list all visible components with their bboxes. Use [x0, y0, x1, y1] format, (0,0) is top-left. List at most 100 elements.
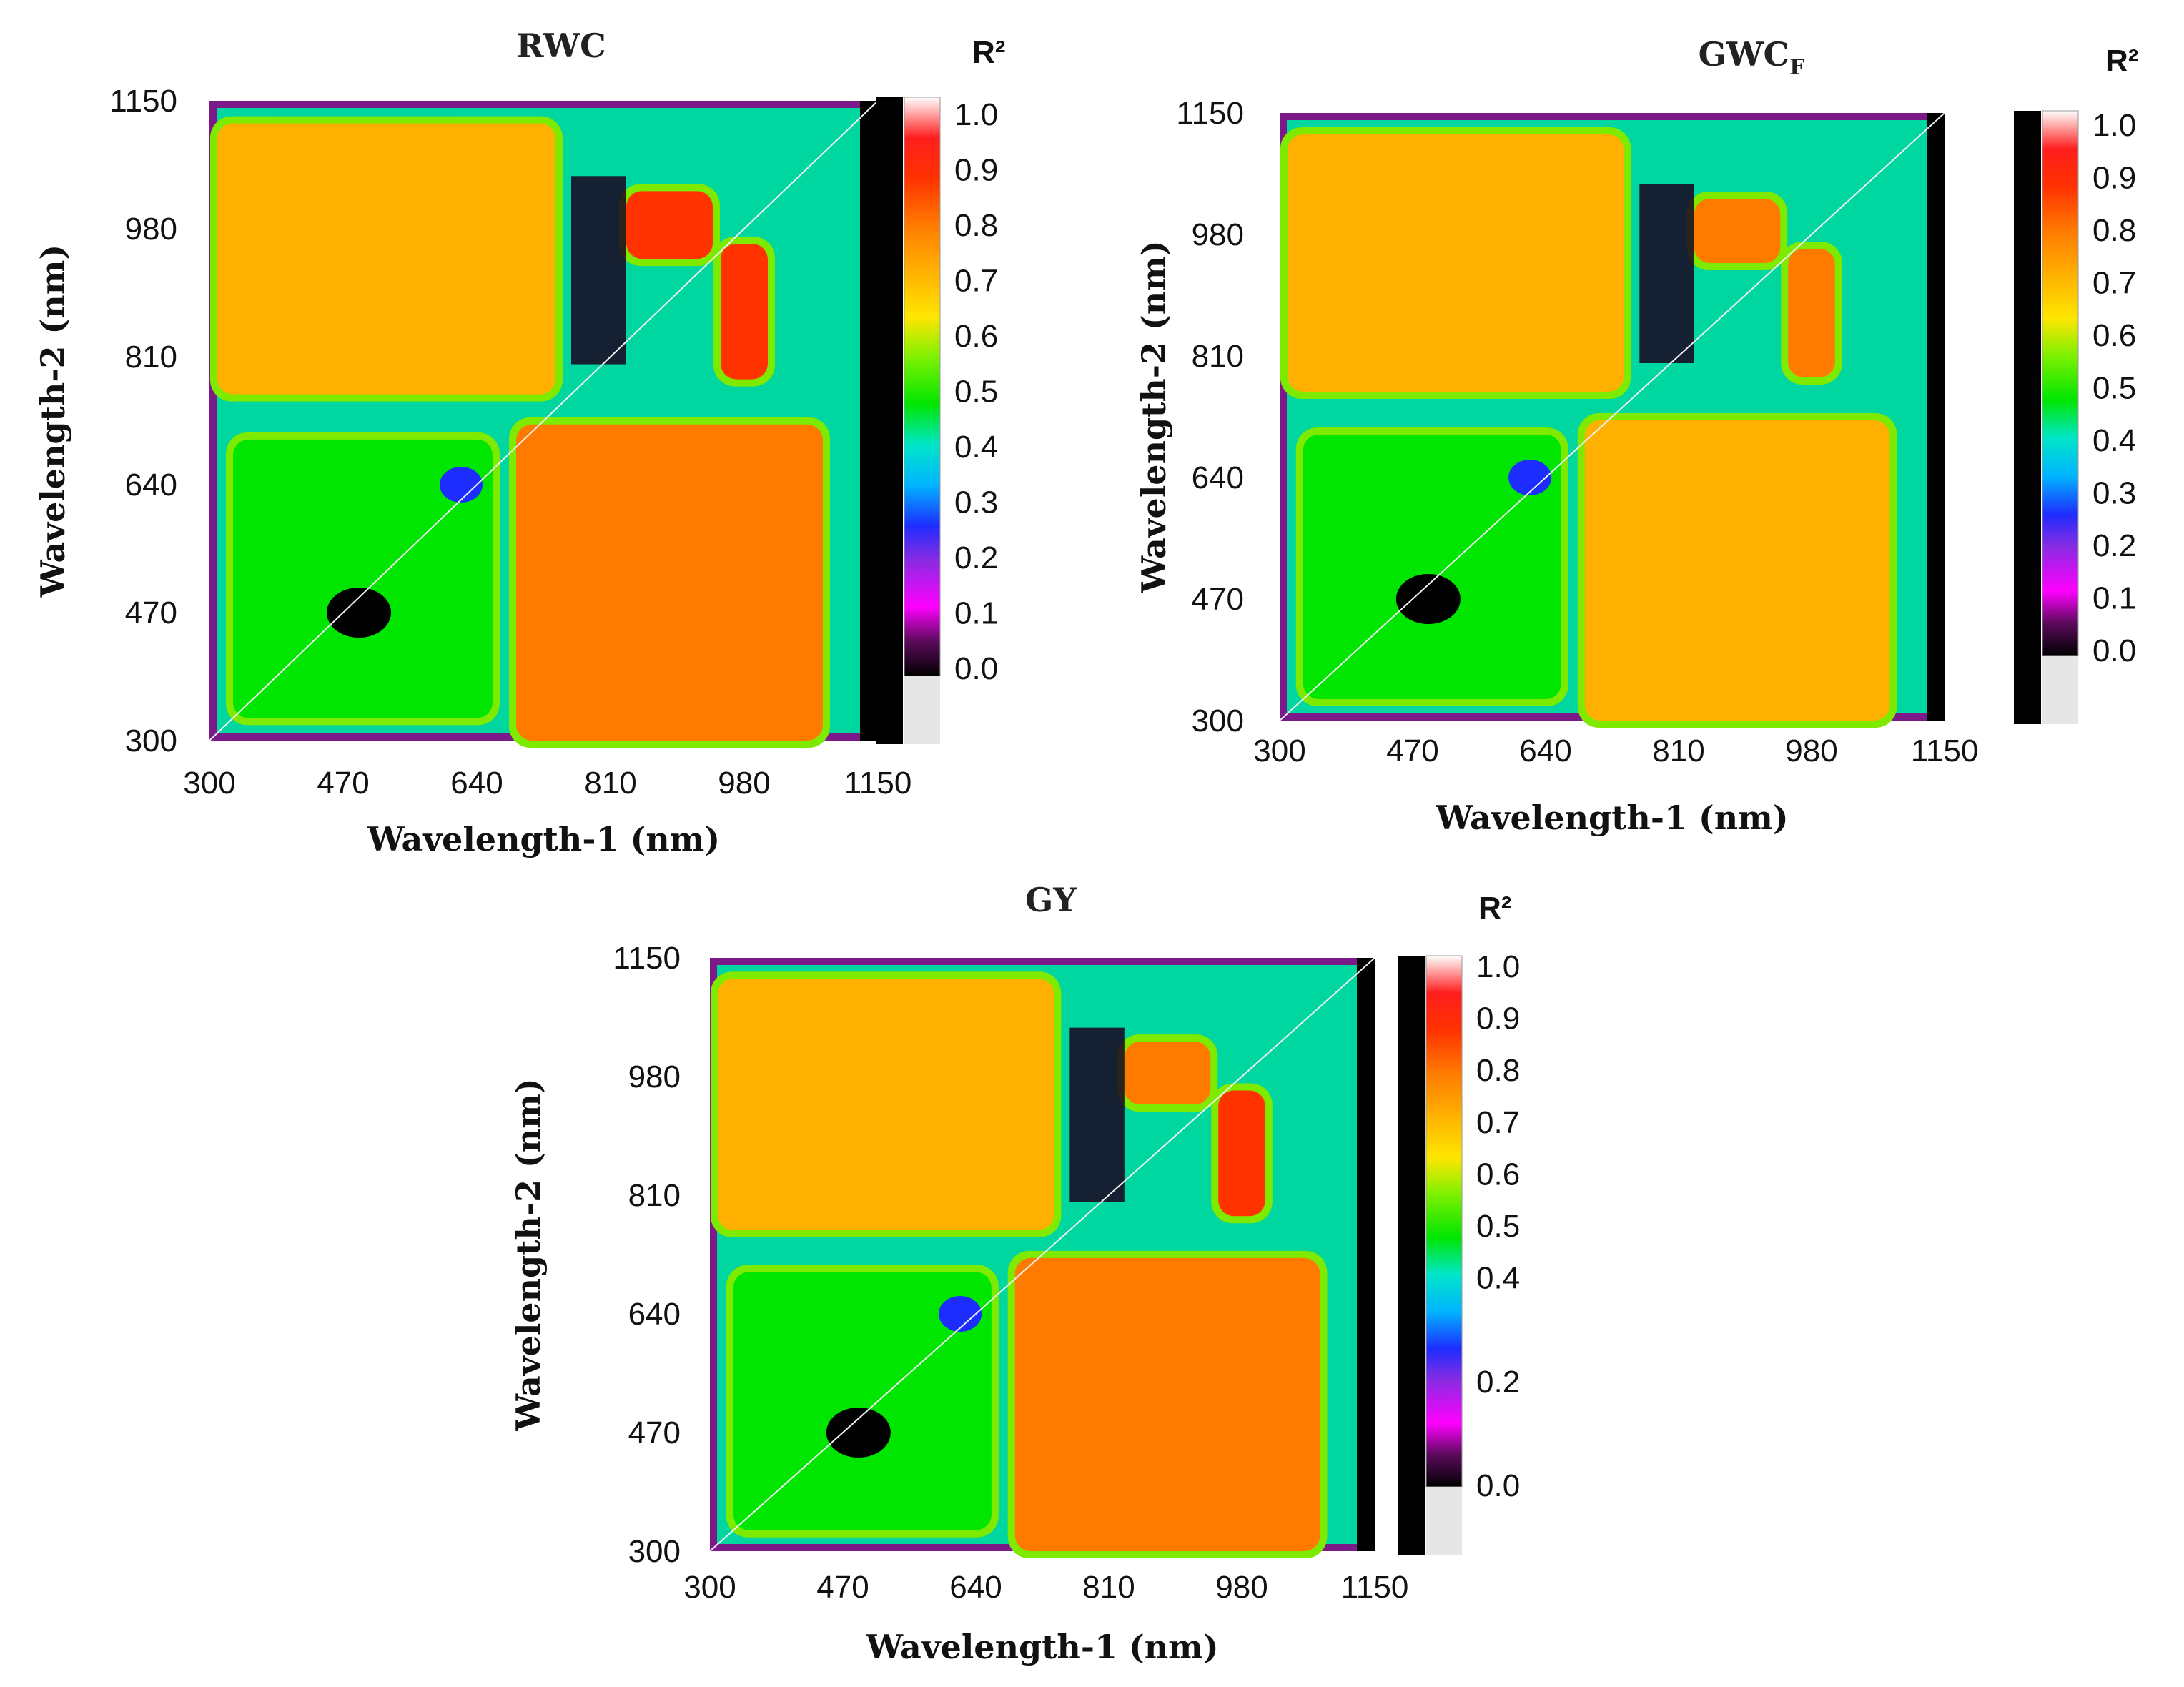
dark-band-nir	[571, 176, 626, 365]
y-tick-300: 300	[125, 723, 177, 758]
edge-strip	[860, 101, 878, 741]
colorbar-tick-0-9: 0.9	[1476, 1001, 1520, 1037]
colorbar-tick-0-7: 0.7	[2092, 266, 2136, 301]
region-vis-nir-block	[516, 424, 823, 741]
panel-rwc: 300 470 640 810 980 1150 300 470 640 810 980 1150 Wa…	[34, 26, 1005, 859]
chart-title-subscript: F	[1789, 55, 1804, 80]
y-tick-470: 470	[628, 1415, 681, 1450]
panel-gy: 300 470 640 810 980 1150 300 470 640 810 980 1150 Wa…	[509, 881, 1520, 1666]
region-nir-vis-block	[217, 123, 555, 395]
colorbar-tick-1-0: 1.0	[954, 97, 998, 132]
y-tick-1150: 1150	[1176, 96, 1244, 131]
x-tick-1150: 1150	[1341, 1570, 1409, 1605]
x-tick-470: 470	[317, 766, 369, 801]
y-tick-810: 810	[125, 340, 177, 375]
region-nir-upper-block	[1124, 1042, 1211, 1105]
colorbar-tick-0-8: 0.8	[954, 208, 998, 243]
colorbar-label: R²	[2105, 44, 2138, 79]
x-tick-300: 300	[683, 1570, 736, 1605]
edge-strip	[1357, 958, 1375, 1551]
y-tick-980: 980	[1192, 217, 1244, 252]
panel-gwc: 300 470 640 810 980 1150 300 470 640 810 980 1150 Wa…	[1135, 35, 2138, 837]
x-axis-label: Wavelength-1 (nm)	[1435, 798, 1788, 837]
region-nir-side-block	[1218, 1090, 1265, 1217]
colorbar-tick-0-4: 0.4	[954, 430, 998, 465]
colorbar-tick-0-1: 0.1	[954, 596, 998, 631]
y-tick-980: 980	[628, 1059, 681, 1094]
region-nir-side-block	[1788, 249, 1835, 377]
colorbar-tick-0-0: 0.0	[2092, 633, 2136, 668]
edge-strip	[1927, 113, 1945, 721]
colorbar-tick-1-0: 1.0	[1476, 949, 1520, 984]
dark-spot-vis	[826, 1408, 891, 1458]
colorbar-tick-0-5: 0.5	[1476, 1209, 1520, 1244]
colorbar-tick-0-0: 0.0	[1476, 1468, 1520, 1503]
chart-title-main: GY	[1025, 881, 1077, 919]
colorbar-tick-0-3: 0.3	[2092, 476, 2136, 511]
y-axis-label: Wavelength-2 (nm)	[1135, 240, 1173, 593]
colorbar-tick-0-0: 0.0	[954, 651, 998, 686]
y-tick-1150: 1150	[613, 941, 681, 976]
colorbar-black-strip	[2014, 111, 2041, 724]
x-tick-810: 810	[584, 766, 636, 801]
colorbar-tick-0-6: 0.6	[1476, 1157, 1520, 1192]
colorbar-tick-0-8: 0.8	[2092, 213, 2136, 248]
region-vis-cluster	[733, 1272, 992, 1530]
x-tick-810: 810	[1652, 733, 1704, 768]
colorbar-gradient	[904, 97, 941, 677]
region-nir-vis-block	[717, 979, 1054, 1230]
colorbar-tick-0-9: 0.9	[954, 153, 998, 188]
region-nir-upper-block	[626, 191, 713, 259]
colorbar-tick-0-6: 0.6	[2092, 318, 2136, 353]
x-tick-1150: 1150	[844, 766, 912, 801]
y-tick-640: 640	[628, 1297, 681, 1332]
colorbar-tick-0-1: 0.1	[2092, 581, 2136, 616]
colorbar-tick-0-6: 0.6	[954, 319, 998, 354]
colorbar-tick-0-5: 0.5	[2092, 371, 2136, 406]
dark-band-nir	[1639, 184, 1694, 363]
x-tick-640: 640	[1519, 733, 1571, 768]
diagonal-line	[209, 100, 879, 741]
colorbar-nodata	[904, 676, 940, 744]
chart-title-main: GWC	[1699, 35, 1790, 74]
colorbar-label: R²	[1478, 891, 1511, 926]
y-tick-470: 470	[125, 595, 177, 630]
y-tick-810: 810	[628, 1178, 681, 1213]
x-tick-300: 300	[1253, 733, 1305, 768]
x-tick-980: 980	[718, 766, 770, 801]
y-tick-640: 640	[125, 467, 177, 503]
y-tick-640: 640	[1192, 460, 1244, 495]
x-tick-810: 810	[1082, 1570, 1135, 1605]
y-tick-810: 810	[1192, 339, 1244, 374]
y-tick-1150: 1150	[109, 84, 177, 119]
blue-spot-vis	[1508, 460, 1552, 495]
colorbar-tick-1-0: 1.0	[2092, 108, 2136, 143]
x-tick-470: 470	[816, 1570, 869, 1605]
blue-spot-vis	[939, 1296, 982, 1332]
region-vis-cluster	[233, 439, 493, 718]
colorbar-tick-0-4: 0.4	[1476, 1261, 1520, 1296]
x-tick-640: 640	[450, 766, 503, 801]
x-tick-640: 640	[949, 1570, 1002, 1605]
x-tick-1150: 1150	[1911, 733, 1979, 768]
x-axis-label: Wavelength-1 (nm)	[865, 1628, 1218, 1666]
colorbar-tick-0-7: 0.7	[954, 264, 998, 299]
diagonal-line	[709, 957, 1375, 1552]
chart-title: RWC	[516, 26, 606, 65]
chart-title-main: RWC	[516, 26, 606, 65]
dark-spot-vis	[1395, 574, 1461, 624]
chart-title: GWCF	[1699, 35, 1805, 80]
colorbar-nodata	[1426, 1487, 1462, 1555]
region-nir-vis-block	[1287, 134, 1624, 392]
colorbar-tick-0-2: 0.2	[1476, 1365, 1520, 1400]
y-tick-470: 470	[1192, 582, 1244, 617]
dark-spot-vis	[327, 588, 391, 638]
blue-spot-vis	[440, 467, 483, 503]
x-tick-980: 980	[1785, 733, 1837, 768]
x-axis-label: Wavelength-1 (nm)	[367, 820, 720, 859]
y-tick-300: 300	[1192, 703, 1244, 738]
colorbar-gradient	[1425, 955, 1463, 1488]
diagonal-line	[1279, 112, 1945, 721]
chart-title: GY	[1025, 881, 1077, 919]
colorbar-black-strip	[1398, 956, 1425, 1555]
